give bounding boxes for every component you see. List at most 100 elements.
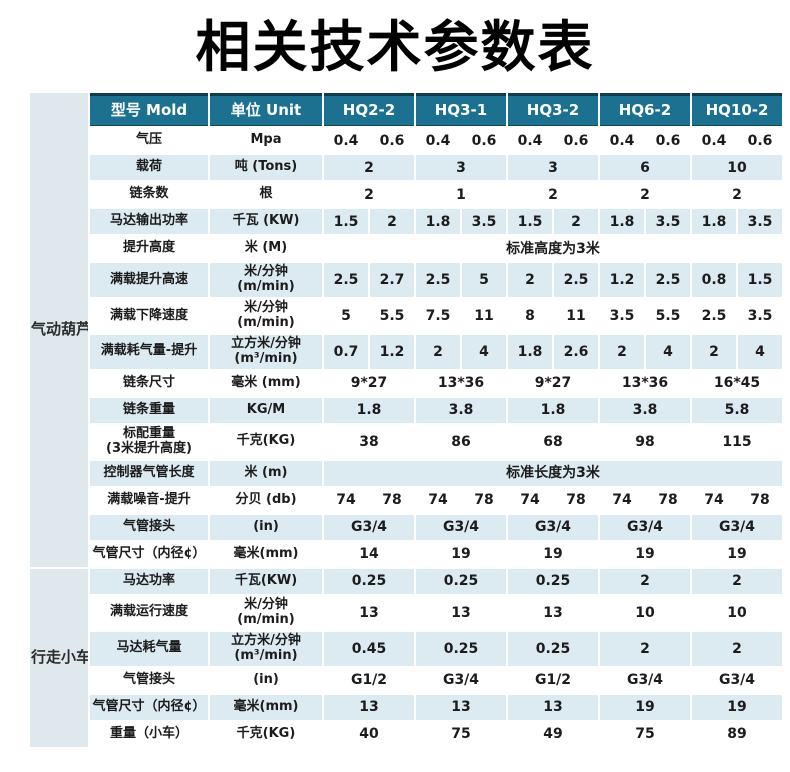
value-cell: 78	[370, 487, 414, 513]
value-cell: 3.5	[600, 299, 644, 333]
param-label-line: 满载运行速度	[109, 604, 188, 620]
value-cell: 8	[508, 299, 552, 333]
column-header-model-3: HQ6-2	[600, 93, 690, 127]
value-cell: 1.5	[324, 209, 368, 235]
unit-line: (m/min)	[237, 279, 295, 295]
value-cell: 2.7	[370, 263, 414, 298]
value-cell: 75	[600, 721, 690, 747]
value-cell: 3	[416, 155, 506, 181]
unit-cell: 米 (M)	[210, 236, 322, 262]
parameters-table: 气动葫芦 型号 Mold 单位 Unit HQ2-2 HQ3-1 HQ3-2 HQ6-2 HQ…	[28, 91, 784, 748]
unit-line: (m³/min)	[234, 647, 298, 663]
param-label: 链条尺寸	[90, 370, 208, 396]
param-label-line: 载荷	[135, 159, 162, 175]
value-cell: 2	[692, 335, 736, 369]
value-cell: 13	[416, 595, 506, 630]
param-label-line: 控制器气管长度	[103, 464, 195, 480]
value-cell: 2	[600, 335, 644, 369]
value-cell: 2	[508, 182, 598, 208]
param-label: 气管尺寸（内径¢）	[90, 694, 208, 720]
unit-line: 米 (m)	[244, 464, 288, 480]
param-label: 马达输出功率	[90, 209, 208, 235]
unit-line: 吨 (Tons)	[234, 159, 298, 175]
unit-cell: 立方米/分钟 (m³/min)	[210, 631, 322, 666]
value-cell: 0.25	[324, 568, 414, 594]
table-row: 标配重量 (3米提升高度) 千克(KG) 38 86 68 98 115	[30, 424, 782, 459]
param-label-line: 马达功率	[122, 572, 175, 588]
value-cell: 0.4	[600, 128, 644, 154]
value-cell: 3.8	[600, 397, 690, 423]
unit-line: (in)	[253, 518, 279, 534]
value-cell: G3/4	[416, 514, 506, 540]
value-cell: 2.5	[324, 263, 368, 298]
value-cell: 13	[324, 595, 414, 630]
value-cell: 4	[738, 335, 782, 369]
unit-cell: 吨 (Tons)	[210, 155, 322, 181]
value-cell: 19	[692, 694, 782, 720]
column-header-model-2: HQ3-2	[508, 93, 598, 127]
param-label-line: 满载下降速度	[109, 307, 188, 323]
value-cell: 10	[600, 595, 690, 630]
table-row: 气管尺寸（内径¢） 毫米(mm) 14 19 19 19 19	[30, 541, 782, 567]
value-cell: 0.25	[416, 631, 506, 666]
unit-cell: 千瓦 (KW)	[210, 209, 322, 235]
section-label-hoist: 气动葫芦	[30, 93, 88, 567]
value-cell: 2.5	[692, 299, 736, 333]
value-cell: 3.8	[416, 397, 506, 423]
value-cell: 10	[692, 595, 782, 630]
column-header-model-0: HQ2-2	[324, 93, 414, 127]
value-cell: 5.5	[646, 299, 690, 333]
param-label: 气压	[90, 128, 208, 154]
table-row: 提升高度 米 (M) 标准高度为3米	[30, 236, 782, 262]
value-cell: 1.5	[738, 263, 782, 298]
value-cell: 1.8	[416, 209, 460, 235]
value-cell: 5.8	[692, 397, 782, 423]
param-label-line: 提升高度	[122, 240, 175, 256]
value-cell: 6	[600, 155, 690, 181]
unit-line: (m/min)	[237, 611, 295, 627]
value-cell: 2	[600, 568, 690, 594]
param-label-line: 气管接头	[122, 671, 175, 687]
unit-cell: 毫米(mm)	[210, 694, 322, 720]
table-row: 气管尺寸（内径¢） 毫米(mm) 13 13 13 19 19	[30, 694, 782, 720]
param-label: 重量（小车）	[90, 721, 208, 747]
value-cell: 74	[324, 487, 368, 513]
unit-line: KG/M	[246, 401, 286, 417]
table-row: 链条数根 2 1 2 2 2	[30, 182, 782, 208]
param-label: 气管接头	[90, 667, 208, 693]
unit-cell: 分贝 (db)	[210, 487, 322, 513]
value-cell: G3/4	[600, 667, 690, 693]
unit-cell: 千克(KG)	[210, 424, 322, 459]
column-header-model: 型号 Mold	[90, 93, 208, 127]
unit-cell: 立方米/分钟 (m³/min)	[210, 335, 322, 369]
unit-line: 根	[259, 186, 273, 202]
param-label: 载荷	[90, 155, 208, 181]
value-cell: 13	[324, 694, 414, 720]
value-cell: 74	[508, 487, 552, 513]
value-cell: 19	[692, 541, 782, 567]
value-cell: 5	[324, 299, 368, 333]
value-cell: 4	[646, 335, 690, 369]
value-cell: 0.4	[508, 128, 552, 154]
value-cell: 19	[508, 541, 598, 567]
param-label-line: 满载耗气量-提升	[100, 343, 198, 359]
value-cell: 0.25	[416, 568, 506, 594]
value-cell: 5	[462, 263, 506, 298]
value-cell: 3.5	[738, 209, 782, 235]
value-cell: 2	[600, 631, 690, 666]
unit-line: 毫米 (mm)	[231, 374, 301, 390]
table-row: 马达耗气量 立方米/分钟 (m³/min) 0.45 0.25 0.25 2 2	[30, 631, 782, 666]
param-label: 满载下降速度	[90, 299, 208, 333]
param-label-line: 气管尺寸（内径¢）	[92, 545, 206, 561]
value-cell: 115	[692, 424, 782, 459]
value-cell: 98	[600, 424, 690, 459]
unit-line: 立方米/分钟	[231, 336, 301, 351]
unit-line: 米/分钟	[244, 264, 288, 280]
value-cell: G1/2	[508, 667, 598, 693]
table-row: 气管接头 (in) G1/2 G3/4 G1/2 G3/4 G3/4	[30, 667, 782, 693]
value-cell: G3/4	[416, 667, 506, 693]
value-cell: 4	[462, 335, 506, 369]
table-row: 链条尺寸 毫米 (mm) 9*27 13*36 9*27 13*36 16*45	[30, 370, 782, 396]
value-cell: 0.45	[324, 631, 414, 666]
value-cell: 19	[600, 541, 690, 567]
